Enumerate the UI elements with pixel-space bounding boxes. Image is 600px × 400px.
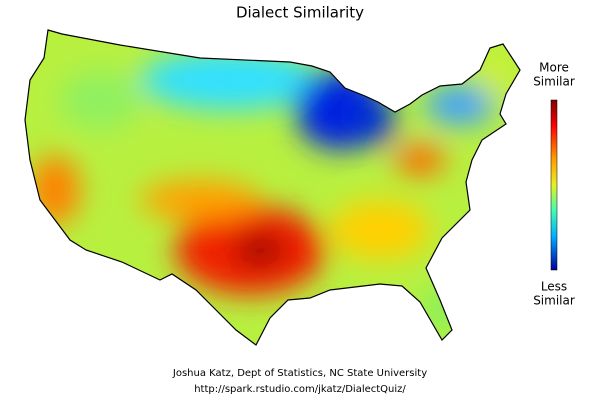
color-bar <box>550 99 558 271</box>
credit: Joshua Katz, Dept of Statistics, NC Stat… <box>172 368 427 379</box>
legend-high: Similar <box>533 75 575 89</box>
title: Dialect Similarity <box>236 4 364 22</box>
legend-low: Similar <box>533 294 575 308</box>
credit-url: http://spark.rstudio.com/jkatz/DialectQu… <box>194 384 406 395</box>
legend-high: More <box>539 61 569 75</box>
legend-low: Less <box>541 280 567 294</box>
